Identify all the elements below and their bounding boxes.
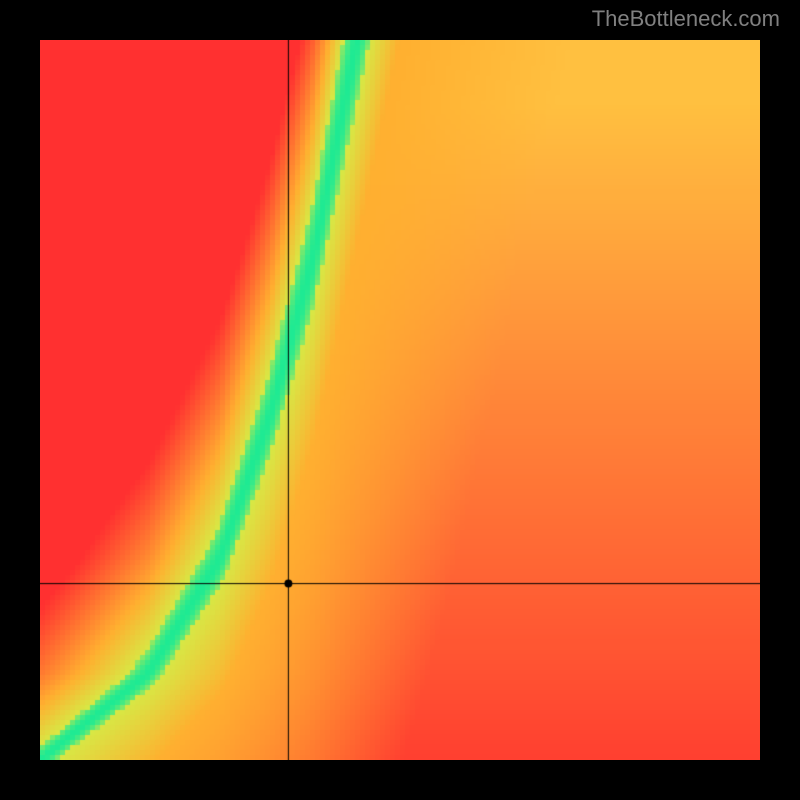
watermark-text: TheBottleneck.com	[592, 6, 780, 32]
heatmap-canvas	[40, 40, 760, 760]
plot-area	[40, 40, 760, 760]
chart-container: TheBottleneck.com	[0, 0, 800, 800]
